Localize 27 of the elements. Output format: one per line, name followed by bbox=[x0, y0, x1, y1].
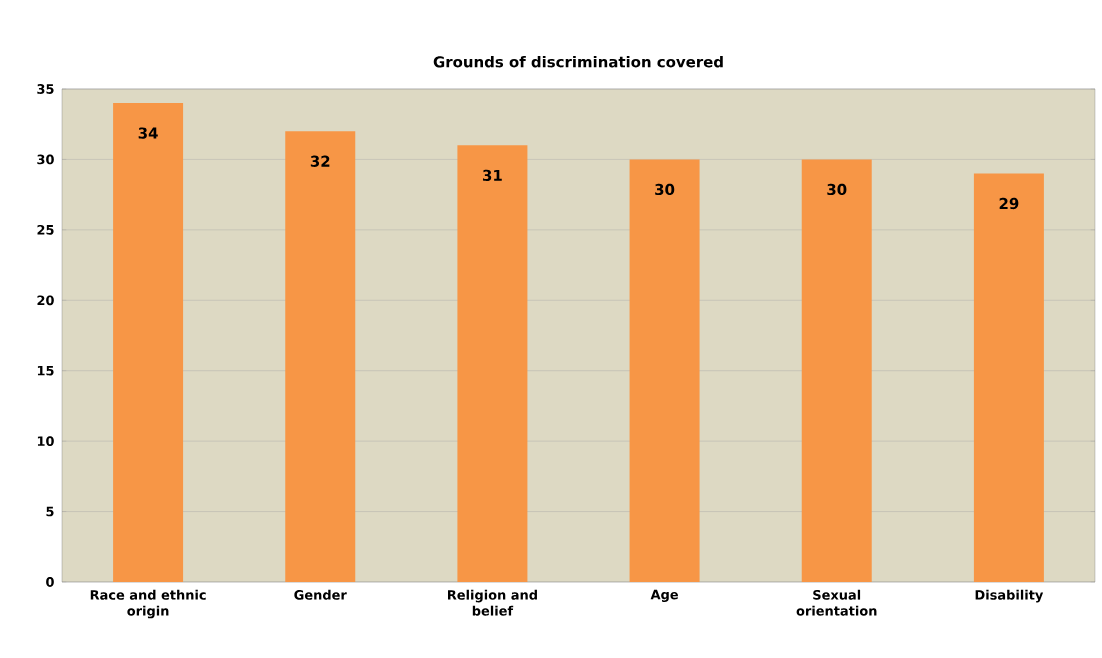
data-label: 29 bbox=[999, 197, 1019, 210]
x-tick-label: Religion and belief bbox=[448, 589, 537, 616]
x-tick-label: Gender bbox=[294, 589, 347, 600]
bar bbox=[973, 173, 1044, 582]
data-label: 32 bbox=[310, 155, 330, 167]
bar bbox=[113, 103, 184, 582]
x-tick-label: Sexual orientation bbox=[796, 589, 877, 616]
bar bbox=[801, 159, 872, 582]
y-tick-label: 25 bbox=[37, 224, 54, 235]
x-tick-label: Disability bbox=[975, 589, 1044, 603]
y-tick-label: 15 bbox=[37, 365, 54, 376]
y-tick-label: 0 bbox=[46, 577, 54, 587]
y-tick-label: 20 bbox=[37, 295, 54, 306]
data-label: 31 bbox=[483, 169, 502, 181]
x-tick-label: Age bbox=[650, 589, 678, 602]
chart-title: Grounds of discrimination covered bbox=[433, 55, 723, 68]
data-label: 30 bbox=[655, 183, 675, 196]
data-label: 30 bbox=[827, 183, 847, 196]
y-tick-label: 30 bbox=[37, 154, 54, 165]
bar bbox=[629, 159, 700, 582]
y-tick-label: 10 bbox=[37, 436, 54, 447]
bar bbox=[285, 131, 356, 582]
data-label: 34 bbox=[138, 127, 158, 139]
y-tick-label: 35 bbox=[37, 84, 54, 94]
x-tick-label: Race and ethnic origin bbox=[90, 589, 206, 619]
bar bbox=[457, 145, 528, 582]
y-tick-label: 5 bbox=[46, 506, 54, 517]
